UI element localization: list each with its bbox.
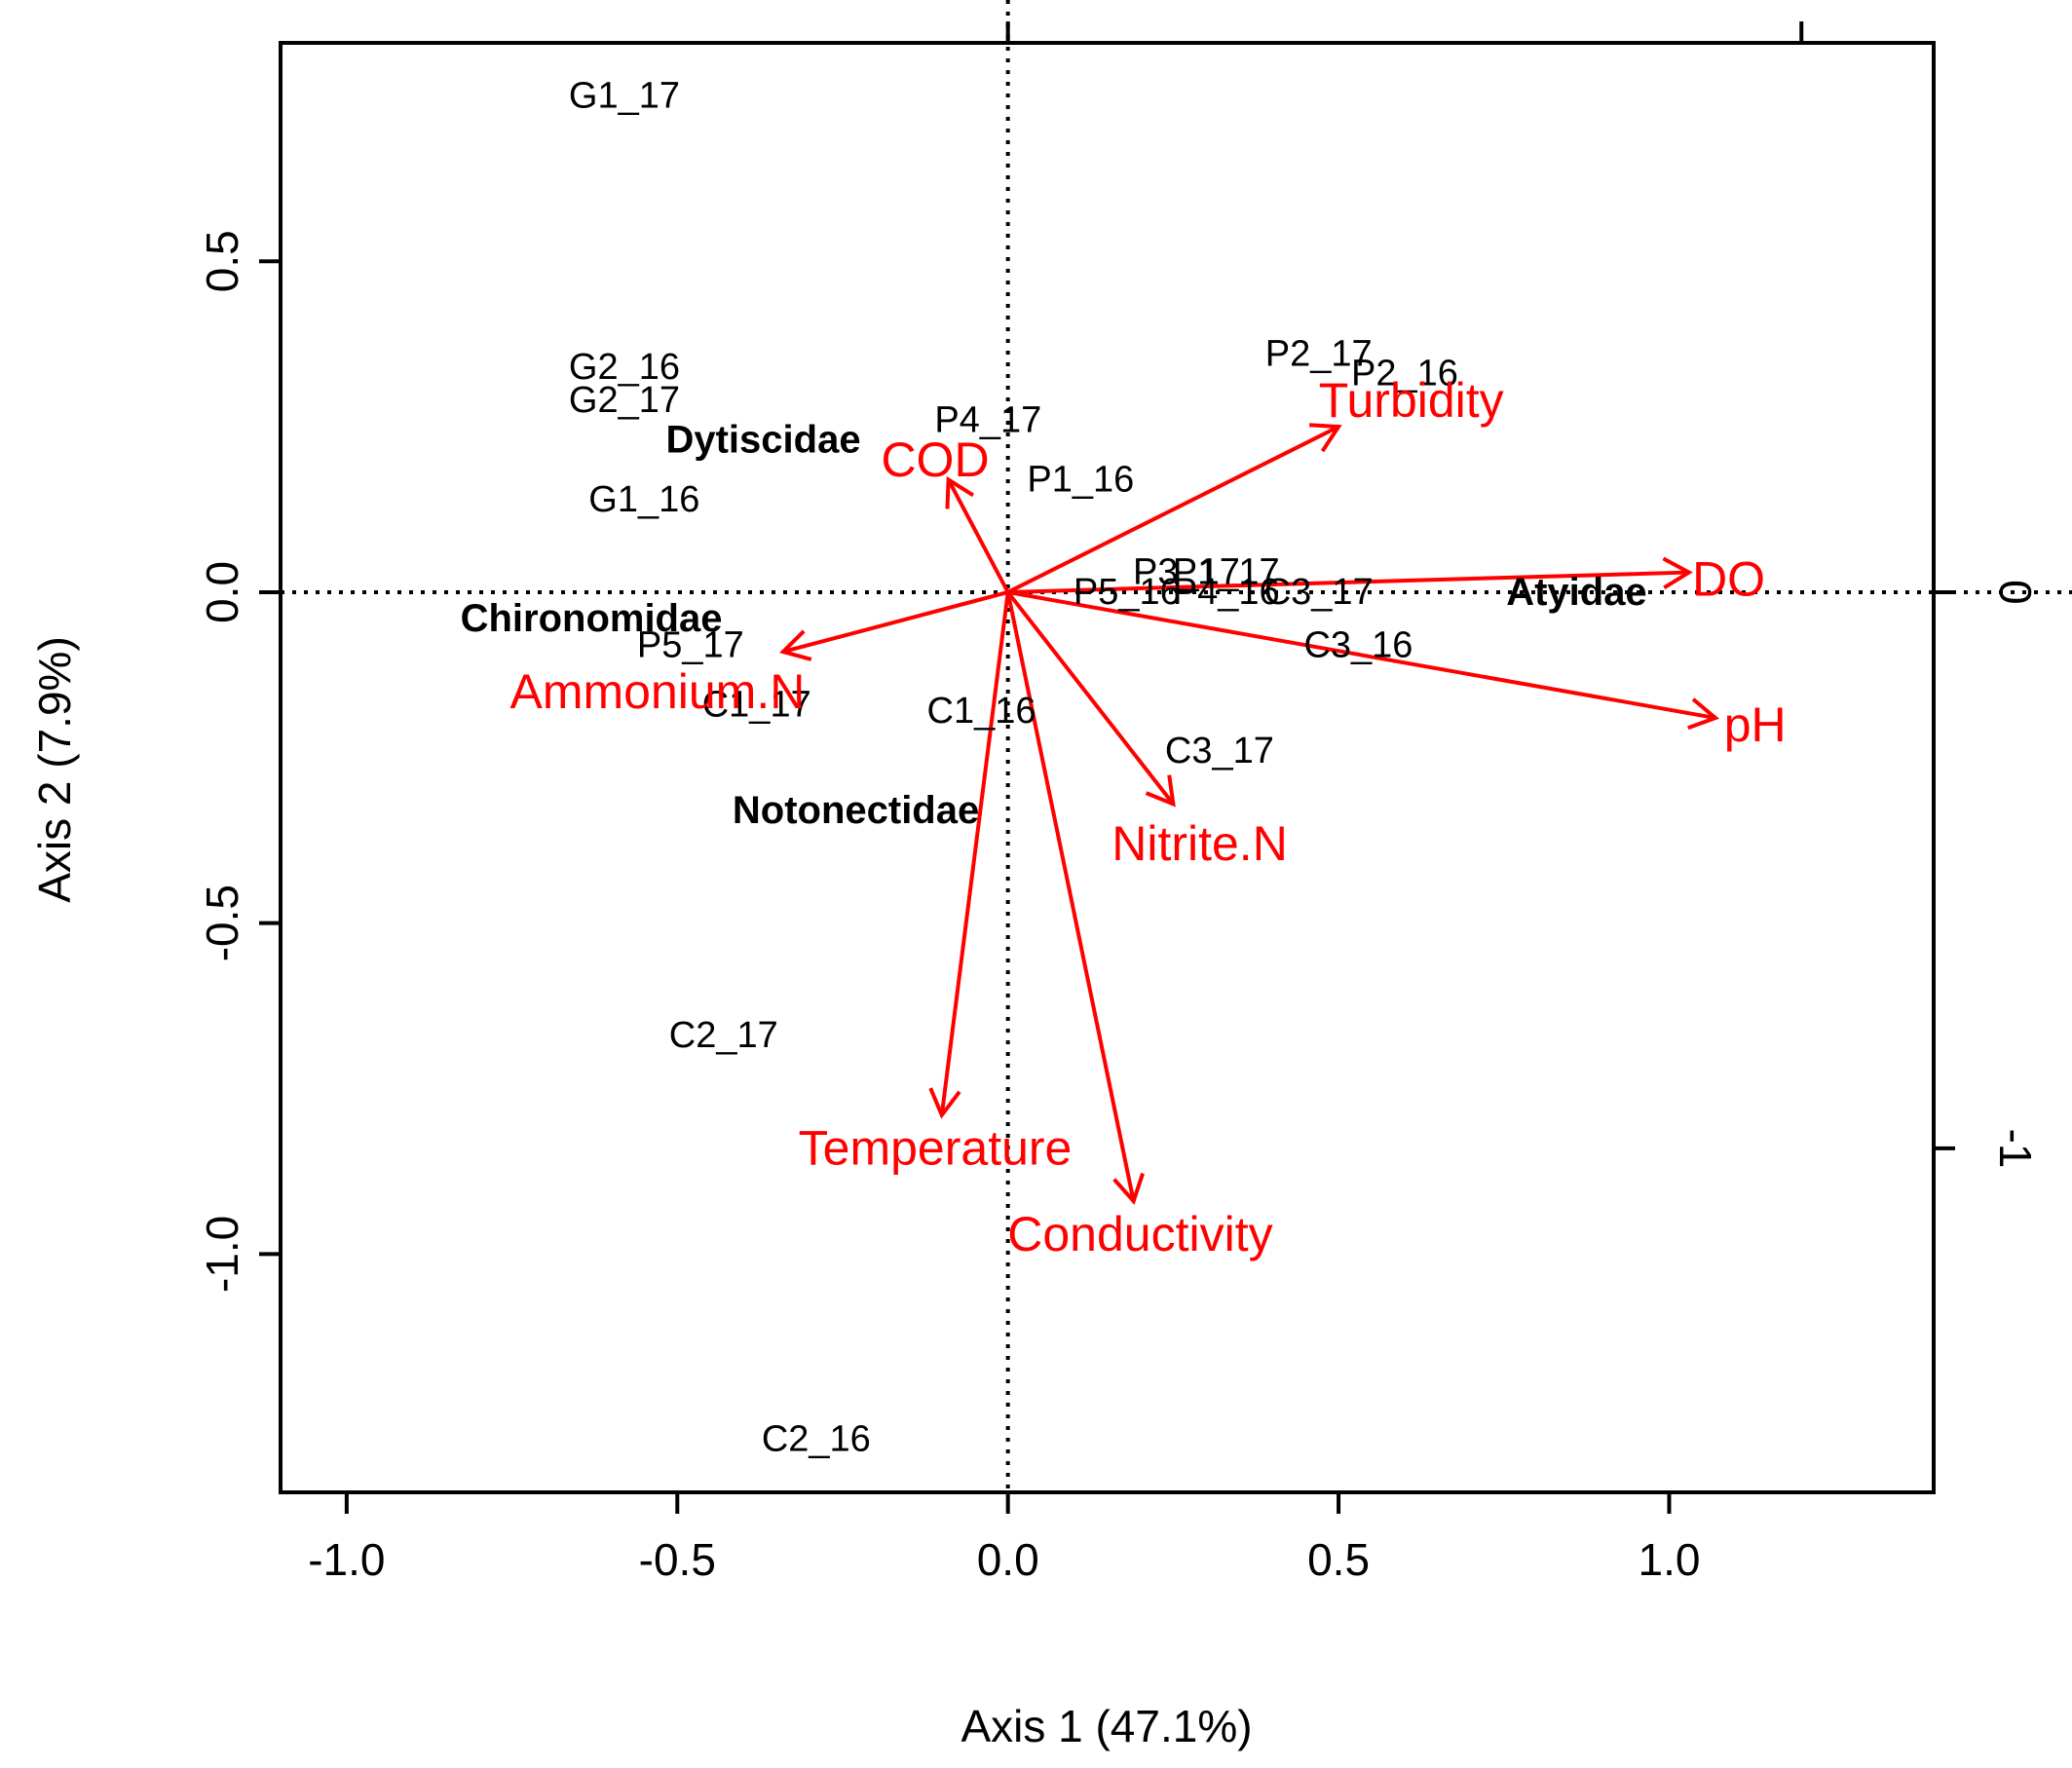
site-c3-17: C3_17 — [1165, 731, 1274, 771]
environment-vectors — [779, 423, 1719, 1205]
taxon-notonectidae: Notonectidae — [733, 789, 979, 832]
vector-line — [1005, 591, 1136, 1202]
x-axis-title: Axis 1 (47.1%) — [961, 1701, 1252, 1751]
right-tick-label: 0 — [1990, 580, 2041, 605]
x-tick-label: 1.0 — [1639, 1534, 1701, 1585]
taxon-atyidae: Atyidae — [1506, 571, 1647, 614]
vector-cod — [945, 475, 1010, 593]
vector-arrowhead — [1662, 556, 1693, 590]
taxon-labels: Dytiscidae Chironomidae Notonectidae Atyida… — [461, 419, 1647, 832]
vector-conductivity — [1005, 591, 1145, 1205]
env-label-cod: COD — [881, 433, 989, 487]
vector-arrowhead — [1145, 774, 1176, 808]
env-label-ammonium-n: Ammonium.N — [509, 664, 805, 719]
x-tick-label: 0.5 — [1307, 1534, 1370, 1585]
site-c3-17: C3_17 — [1264, 572, 1374, 613]
vector-line — [939, 591, 1010, 1115]
right-tick-label: -1 — [1990, 1128, 2041, 1168]
vector-ammonium-n — [779, 590, 1009, 661]
vector-line — [1006, 425, 1339, 594]
x-tick-label: 0.0 — [977, 1534, 1039, 1585]
x-tick-label: -1.0 — [308, 1534, 385, 1585]
x-tick-label: -0.5 — [639, 1534, 716, 1585]
site-c1-16: C1_16 — [927, 691, 1036, 732]
env-label-temperature: Temperature — [799, 1121, 1073, 1176]
vector-line — [1006, 590, 1175, 806]
env-label-ph: pH — [1724, 697, 1787, 752]
vector-line — [782, 590, 1009, 655]
vector-arrowhead — [1687, 697, 1719, 731]
env-label-do: DO — [1692, 551, 1765, 606]
plot-frame — [279, 41, 1936, 1494]
site-g1-16: G1_16 — [588, 479, 699, 520]
env-label-turbidity: Turbidity — [1319, 373, 1504, 428]
reference-lines — [281, 0, 2072, 1492]
site-g1-17: G1_17 — [569, 75, 680, 116]
site-c3-16: C3_16 — [1303, 624, 1413, 665]
taxon-chironomidae: Chironomidae — [461, 597, 723, 640]
site-p5-16: P5_16 — [1074, 572, 1181, 613]
vector-line — [1007, 570, 1689, 594]
site-p4-17: P4_17 — [934, 399, 1041, 440]
site-g2-17: G2_17 — [569, 380, 680, 421]
site-c2-17: C2_17 — [669, 1015, 778, 1056]
y-axis-title: Axis 2 (7.9%) — [29, 636, 80, 903]
vector-arrowhead — [1309, 423, 1342, 453]
site-p3-17: P3_17 — [1133, 552, 1240, 593]
site-g2-16: G2_16 — [569, 347, 680, 388]
vector-temperature — [928, 591, 1010, 1119]
vector-do — [1007, 556, 1693, 594]
vector-line — [1007, 589, 1716, 721]
y-tick-label: 0.0 — [197, 561, 247, 623]
y-tick-label: 0.5 — [197, 230, 247, 292]
env-label-nitrite-n: Nitrite.N — [1111, 816, 1288, 871]
taxon-dytiscidae: Dytiscidae — [665, 419, 860, 462]
site-p4-16: P4_16 — [1173, 572, 1280, 613]
vector-arrowhead — [945, 475, 975, 509]
env-label-conductivity: Conductivity — [1007, 1207, 1272, 1261]
y-tick-label: -1.0 — [197, 1216, 247, 1293]
vector-turbidity — [1006, 423, 1342, 594]
site-p2-16: P2_16 — [1351, 354, 1458, 395]
site-c1-17: C1_17 — [702, 684, 811, 725]
vector-arrowhead — [779, 629, 812, 661]
site-p5-17: P5_17 — [637, 624, 744, 665]
site-p2-17: P2_17 — [1265, 333, 1373, 374]
vector-arrowhead — [928, 1087, 961, 1119]
vector-arrowhead — [1112, 1172, 1145, 1205]
environment-labels: Turbidity COD DO pH Ammonium.N Nitrite.N Tempe… — [509, 373, 1786, 1261]
site-c2-16: C2_16 — [762, 1419, 871, 1460]
vector-ph — [1007, 589, 1719, 731]
site-p1-17: P1_17 — [1173, 552, 1280, 593]
y-tick-label: -0.5 — [197, 884, 247, 961]
vector-line — [946, 478, 1010, 593]
site-p1-16: P1_16 — [1027, 459, 1134, 500]
axes: -1.0 -0.5 0.0 0.5 1.0 -1.0 -0.5 0.0 0.5 0 -1 — [197, 21, 2041, 1585]
vector-nitrite-n — [1006, 590, 1176, 808]
